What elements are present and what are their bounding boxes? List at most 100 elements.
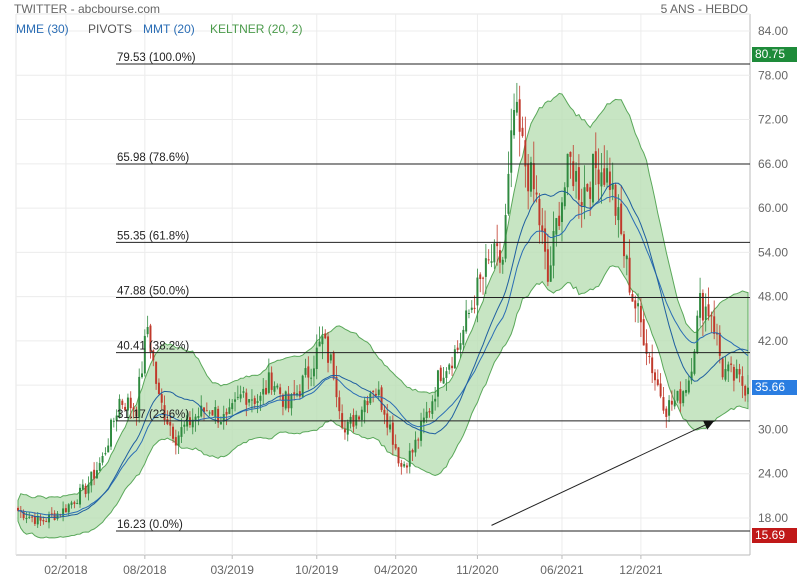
candle xyxy=(710,311,713,333)
candle-body xyxy=(177,435,180,446)
candle xyxy=(679,381,682,413)
candle-body xyxy=(428,411,431,413)
candle-body xyxy=(501,259,504,265)
candle xyxy=(389,416,392,433)
candle xyxy=(744,384,747,402)
candle-body xyxy=(17,507,19,511)
candle-body xyxy=(403,464,406,467)
candle xyxy=(735,359,738,379)
candle-body xyxy=(298,391,301,397)
candle-body xyxy=(515,101,518,113)
candle xyxy=(157,378,160,395)
candle xyxy=(724,356,727,382)
candle-body xyxy=(67,504,70,513)
candle xyxy=(380,385,383,413)
candle xyxy=(397,447,400,467)
candle-body xyxy=(234,399,237,402)
candle-body xyxy=(591,153,594,203)
candle xyxy=(634,295,637,323)
candle xyxy=(575,162,578,199)
candle xyxy=(338,390,341,420)
pivot-label: 16.23 (0.0%) xyxy=(117,519,183,531)
candle-body xyxy=(414,439,417,453)
candle-body xyxy=(648,356,651,358)
candle-body xyxy=(64,508,67,513)
candle xyxy=(56,511,59,521)
candle-body xyxy=(716,332,718,335)
candle-body xyxy=(510,130,513,173)
indicator-pivots[interactable]: PIVOTS xyxy=(88,22,133,36)
candle xyxy=(594,132,597,185)
candle-body xyxy=(110,419,112,447)
candle xyxy=(718,325,721,364)
candle-body xyxy=(360,409,363,420)
indicator-mmt[interactable]: MMT (20) xyxy=(143,22,195,36)
candle xyxy=(197,407,200,426)
candle-body xyxy=(434,398,437,402)
candle xyxy=(301,374,304,399)
candle-body xyxy=(228,407,231,414)
candle-body xyxy=(200,405,203,417)
candle xyxy=(194,413,197,432)
candle-body xyxy=(651,357,654,374)
y-tick-label: 84.00 xyxy=(758,24,788,38)
candle-body xyxy=(513,109,516,136)
candle xyxy=(501,256,504,274)
candle-body xyxy=(84,485,87,495)
candle-body xyxy=(104,453,107,455)
candle-body xyxy=(439,367,442,381)
candle xyxy=(138,368,141,423)
candle xyxy=(191,408,194,435)
candle xyxy=(129,391,132,419)
candle-body xyxy=(704,306,707,320)
candle xyxy=(310,368,313,387)
candle-body xyxy=(637,303,640,307)
candle-body xyxy=(262,388,265,395)
candle-body xyxy=(583,187,586,207)
candle xyxy=(163,395,166,426)
candle-body xyxy=(377,389,380,396)
candle-body xyxy=(606,168,609,183)
candle-body xyxy=(73,502,76,504)
candle-body xyxy=(524,140,527,167)
candle xyxy=(580,188,583,228)
candle xyxy=(425,401,428,423)
candle xyxy=(270,366,273,395)
candle xyxy=(239,385,242,403)
candle-body xyxy=(341,413,344,428)
candle xyxy=(620,185,623,236)
candle xyxy=(515,82,518,116)
candle xyxy=(541,207,544,245)
candle xyxy=(453,345,456,369)
candle xyxy=(524,116,527,188)
candle xyxy=(172,423,175,443)
candle xyxy=(90,471,93,493)
candle xyxy=(696,310,699,355)
candle-body xyxy=(473,307,476,309)
candle xyxy=(225,408,228,426)
indicator-keltner[interactable]: KELTNER (20, 2) xyxy=(210,22,303,36)
candle-body xyxy=(718,332,721,356)
candle xyxy=(98,457,101,472)
candle-body xyxy=(118,398,121,418)
candle xyxy=(645,329,648,366)
candle-body xyxy=(730,363,733,365)
indicator-mme[interactable]: MME (30) xyxy=(16,22,69,36)
candle-body xyxy=(611,183,614,190)
candle-body xyxy=(665,408,668,417)
candle xyxy=(346,419,349,442)
candle-body xyxy=(36,515,39,525)
candle-body xyxy=(93,469,96,479)
candle xyxy=(62,501,65,522)
candle-body xyxy=(301,375,304,397)
candle-body xyxy=(662,397,665,411)
candle-body xyxy=(673,400,676,407)
candle xyxy=(265,380,268,395)
candle xyxy=(318,326,321,347)
candle-body xyxy=(496,243,499,247)
candle-body xyxy=(183,424,186,427)
candle xyxy=(152,349,155,367)
candle xyxy=(95,461,98,479)
candle xyxy=(504,203,507,263)
candle xyxy=(81,479,84,491)
